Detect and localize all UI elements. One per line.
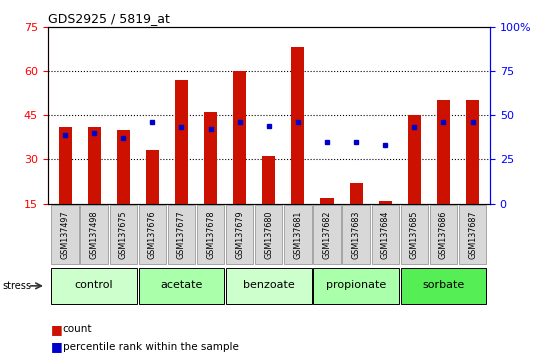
Bar bbox=[379, 201, 392, 204]
Text: GSM137684: GSM137684 bbox=[381, 210, 390, 259]
Bar bbox=[320, 198, 334, 204]
Text: GSM137677: GSM137677 bbox=[177, 210, 186, 259]
Text: control: control bbox=[75, 280, 114, 290]
Text: stress: stress bbox=[3, 281, 32, 291]
Text: acetate: acetate bbox=[160, 280, 203, 290]
Text: GSM137498: GSM137498 bbox=[90, 210, 99, 259]
Bar bbox=[52, 268, 137, 304]
Bar bbox=[110, 205, 137, 264]
Bar bbox=[314, 205, 340, 264]
Text: GSM137687: GSM137687 bbox=[468, 210, 477, 259]
Bar bbox=[400, 205, 428, 264]
Bar bbox=[197, 205, 224, 264]
Bar bbox=[255, 205, 282, 264]
Text: GSM137679: GSM137679 bbox=[235, 210, 244, 259]
Bar bbox=[87, 127, 101, 204]
Text: GSM137685: GSM137685 bbox=[410, 210, 419, 259]
Bar bbox=[408, 115, 421, 204]
Text: sorbate: sorbate bbox=[422, 280, 465, 290]
Bar bbox=[81, 205, 108, 264]
Text: GSM137681: GSM137681 bbox=[293, 210, 302, 259]
Text: GSM137683: GSM137683 bbox=[352, 210, 361, 259]
Bar bbox=[342, 205, 370, 264]
Bar bbox=[437, 100, 450, 204]
Text: ■: ■ bbox=[50, 341, 62, 353]
Bar bbox=[430, 205, 457, 264]
Text: GSM137676: GSM137676 bbox=[148, 210, 157, 259]
Text: GSM137497: GSM137497 bbox=[60, 210, 69, 259]
Bar bbox=[139, 205, 166, 264]
Text: GSM137682: GSM137682 bbox=[323, 210, 332, 259]
Bar bbox=[226, 268, 311, 304]
Text: GSM137680: GSM137680 bbox=[264, 210, 273, 259]
Bar bbox=[291, 47, 305, 204]
Bar bbox=[175, 80, 188, 204]
Bar bbox=[168, 205, 195, 264]
Text: GSM137678: GSM137678 bbox=[206, 210, 215, 259]
Bar bbox=[116, 130, 130, 204]
Bar bbox=[52, 205, 79, 264]
Bar bbox=[58, 127, 72, 204]
Bar bbox=[226, 205, 253, 264]
Bar bbox=[139, 268, 224, 304]
Text: ■: ■ bbox=[50, 323, 62, 336]
Bar bbox=[400, 268, 486, 304]
Text: count: count bbox=[63, 324, 92, 334]
Text: GSM137675: GSM137675 bbox=[119, 210, 128, 259]
Text: propionate: propionate bbox=[326, 280, 386, 290]
Text: GDS2925 / 5819_at: GDS2925 / 5819_at bbox=[48, 12, 170, 25]
Text: GSM137686: GSM137686 bbox=[439, 210, 448, 259]
Bar bbox=[349, 183, 363, 204]
Bar bbox=[204, 112, 217, 204]
Bar bbox=[233, 71, 246, 204]
Bar bbox=[262, 156, 276, 204]
Bar bbox=[371, 205, 399, 264]
Bar bbox=[314, 268, 399, 304]
Bar bbox=[284, 205, 311, 264]
Text: percentile rank within the sample: percentile rank within the sample bbox=[63, 342, 239, 352]
Bar bbox=[466, 100, 479, 204]
Bar bbox=[146, 150, 159, 204]
Text: benzoate: benzoate bbox=[243, 280, 295, 290]
Bar bbox=[459, 205, 486, 264]
